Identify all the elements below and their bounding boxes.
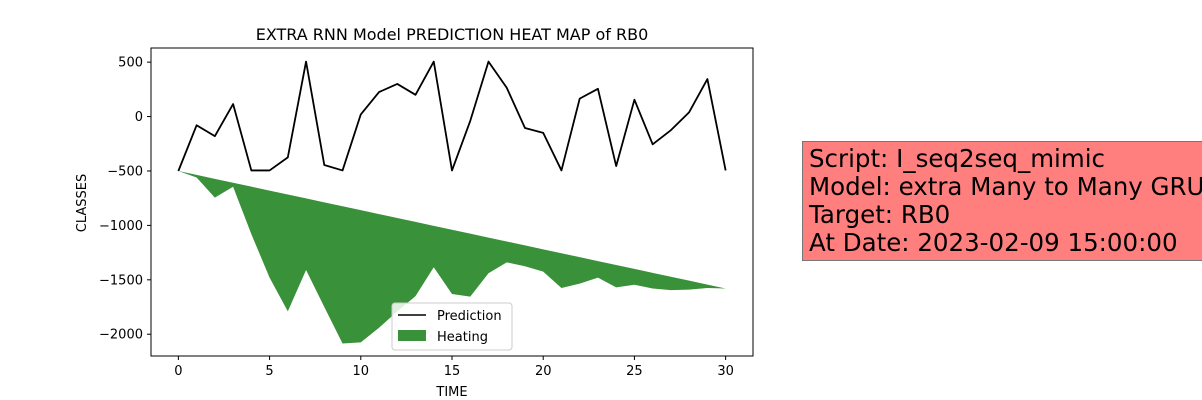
y-tick-label: −2000 [99,328,143,343]
y-tick-label: 0 [135,110,143,125]
legend-heating-label: Heating [437,330,488,345]
x-tick-label: 10 [353,364,370,379]
x-axis: 0 5 10 15 20 25 30 [174,356,734,379]
legend-prediction-label: Prediction [437,309,502,324]
x-tick-label: 30 [717,364,734,379]
y-axis-label: CLASSES [75,174,90,232]
heating-area [178,170,726,344]
plot-area [177,60,727,344]
x-tick-label: 20 [535,364,552,379]
legend-heating-swatch [398,330,426,341]
x-tick-label: 5 [265,364,273,379]
info-target-line: Target: RB0 [809,200,951,229]
info-model-line: Model: extra Many to Many GRU [809,172,1202,201]
y-tick-label: −1500 [99,273,143,288]
y-tick-label: −1000 [99,219,143,234]
prediction-line [177,60,727,172]
y-axis: 500 0 −500 −1000 −1500 −2000 [99,56,151,343]
info-script-line: Script: I_seq2seq_mimic [809,144,1106,173]
x-tick-label: 0 [174,364,182,379]
x-axis-label: TIME [435,385,467,400]
legend: Prediction Heating [391,302,513,351]
x-tick-label: 25 [626,364,643,379]
info-box: Script: I_seq2seq_mimic Model: extra Man… [802,141,1202,261]
y-tick-label: −500 [107,164,143,179]
y-tick-label: 500 [118,56,143,71]
chart-title: EXTRA RNN Model PREDICTION HEAT MAP of R… [256,25,649,44]
info-date-line: At Date: 2023-02-09 15:00:00 [809,228,1178,257]
x-tick-label: 15 [444,364,461,379]
